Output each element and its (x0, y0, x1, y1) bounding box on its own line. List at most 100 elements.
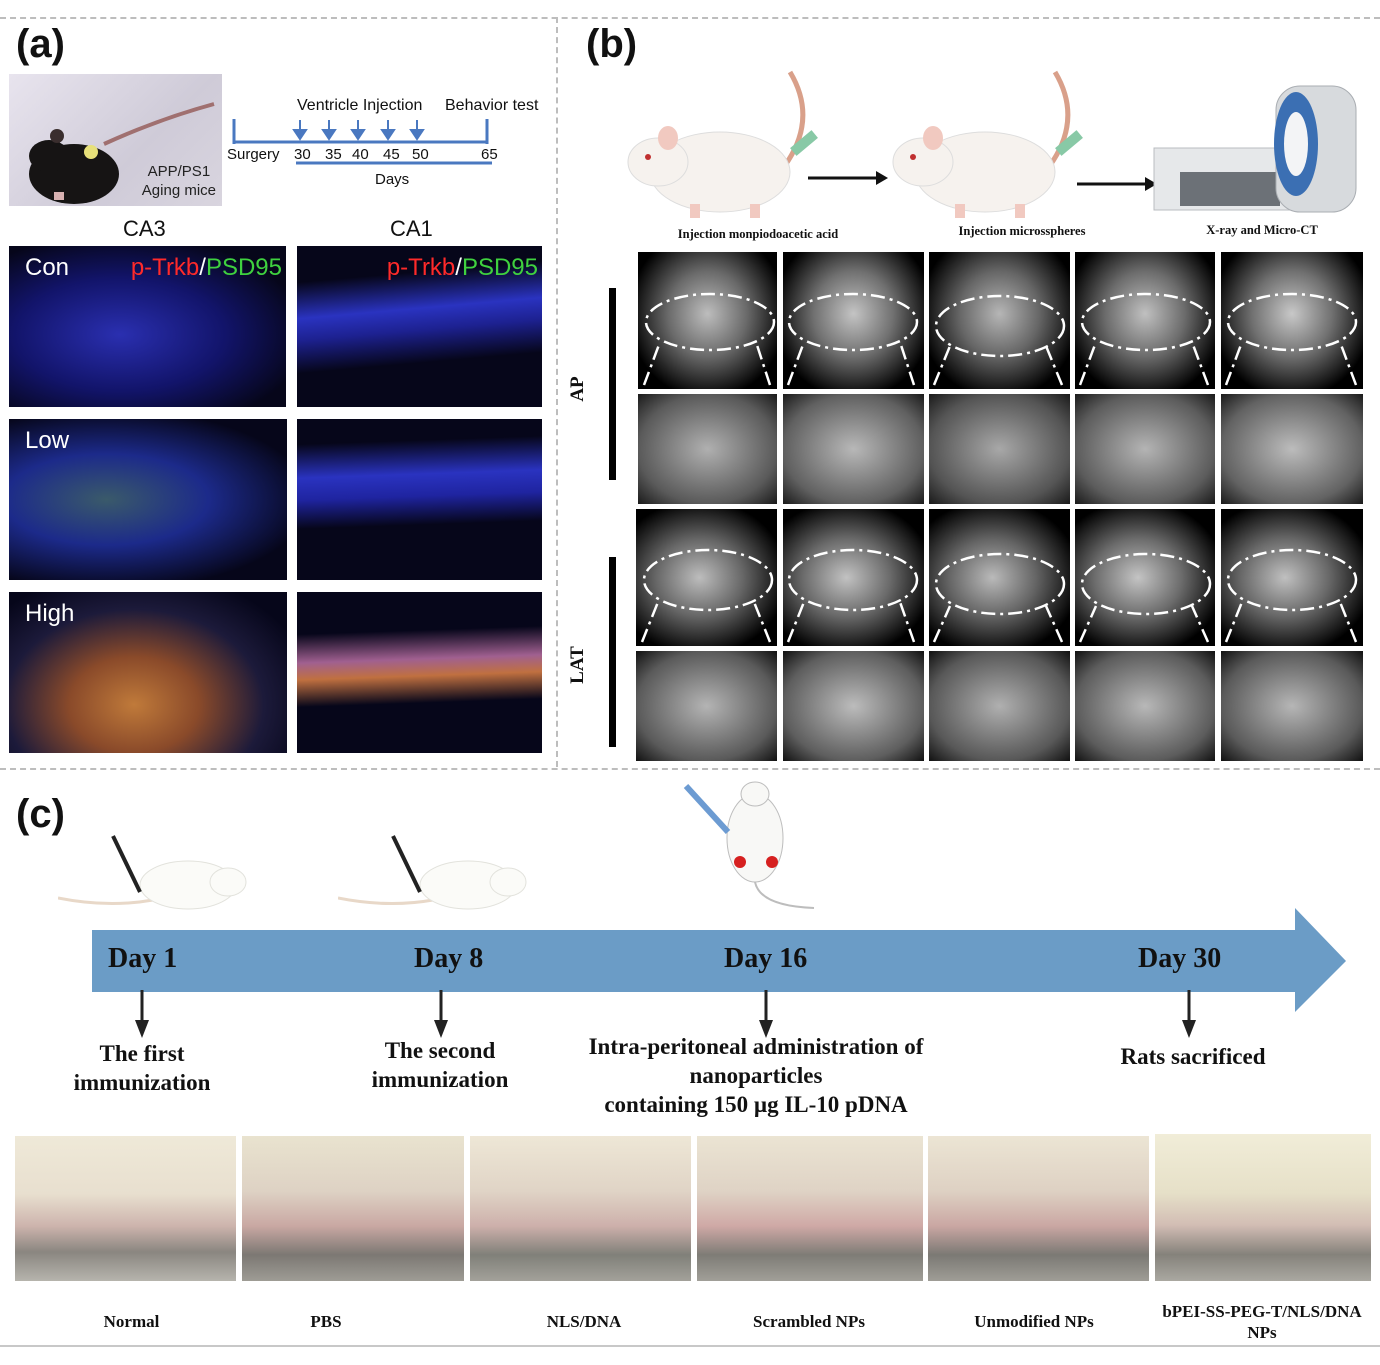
mouse-label-line2: Aging mice (141, 182, 216, 199)
down-arrow-2 (434, 990, 448, 1038)
ct-scanner-icon (1153, 85, 1357, 213)
group-label-normal: Normal (103, 1312, 160, 1331)
event-3-line-1: Intra-peritoneal administration of (588, 1034, 924, 1059)
panel-a-letter: (a) (16, 22, 65, 66)
group-label-scrambled-nps: Scrambled NPs (753, 1312, 865, 1331)
bottom-border (0, 1345, 1380, 1347)
xray-lat-zoom-2 (783, 651, 924, 761)
surgery-label: Surgery (227, 146, 280, 163)
xray-lat-3 (929, 509, 1070, 646)
micrograph-ca3-con: Con p-Trkb/PSD95 (9, 246, 286, 407)
xray-ap-zoom-1 (638, 394, 777, 504)
event-3-line-2: nanoparticles (689, 1063, 823, 1088)
timeline-arrow (92, 908, 1346, 1012)
xray-ap-zoom-3 (929, 394, 1070, 504)
stain-green: PSD95 (205, 254, 282, 281)
xray-lat-zoom-4 (1075, 651, 1215, 761)
stain-red: p-Trkb (386, 254, 456, 281)
column-ca1: CA1 (390, 216, 433, 241)
rat-immunization-1-icon (58, 835, 247, 910)
event-first-immunization: The first immunization (50, 1039, 234, 1097)
xray-ap-3 (929, 252, 1070, 389)
day-8-label: Day 8 (414, 943, 484, 974)
horizontal-divider (0, 768, 1380, 770)
down-arrow-3 (759, 990, 773, 1038)
tick-40: 40 (352, 146, 369, 163)
row-label-lat: LAT (567, 646, 588, 684)
paw-photo-nls-dna (470, 1136, 691, 1281)
vertical-divider (556, 17, 558, 767)
xray-ap-2 (783, 252, 924, 389)
stain-sep: / (199, 254, 206, 281)
lat-bar (609, 557, 616, 747)
injection-label: Ventricle Injection (297, 97, 423, 114)
stain-sep: / (455, 254, 462, 281)
step-arrow-2 (1077, 177, 1157, 191)
tick-65: 65 (481, 146, 498, 163)
stain-label: p-Trkb/PSD95 (387, 254, 538, 282)
event-second-immunization: The second immunization (348, 1036, 532, 1094)
paw-photo-scrambled-nps (697, 1136, 923, 1281)
xray-lat-zoom-1 (636, 651, 777, 761)
event-1-line-1: The first (99, 1041, 185, 1066)
rat-icon-2 (892, 70, 1083, 218)
paw-photo-unmodified-nps (928, 1136, 1149, 1281)
paw-photo-pbs (242, 1136, 464, 1281)
group-label-unmodified-nps: Unmodified NPs (974, 1312, 1094, 1331)
micrograph-ca1-low (297, 419, 542, 580)
tick-35: 35 (325, 146, 342, 163)
injection-timeline: Ventricle Injection Behavior test Surger… (226, 92, 546, 202)
xray-ap-1 (638, 252, 777, 389)
xray-ap-zoom-4 (1075, 394, 1215, 504)
event-3-line-3: containing 150 µg IL-10 pDNA (604, 1092, 908, 1117)
stain-label: p-Trkb/PSD95 (131, 254, 282, 282)
paw-photo-bpei-nps (1155, 1134, 1371, 1281)
xray-lat-zoom-5 (1221, 651, 1363, 761)
step-label-1: Injection monpiodoacetic acid (677, 227, 839, 241)
xray-ap-zoom-2 (783, 394, 924, 504)
ap-bar (609, 288, 616, 480)
micrograph-ca3-low: Low (9, 419, 287, 580)
mouse-label: APP/PS1 Aging mice (142, 162, 216, 200)
group-label-nls-dna: NLS/DNA (546, 1312, 622, 1331)
xray-ap-5 (1221, 252, 1363, 389)
panel-c-letter: (c) (16, 792, 65, 836)
panel-b-letter: (b) (586, 22, 638, 66)
mouse-illustration (29, 102, 215, 204)
tick-45: 45 (383, 146, 400, 163)
row-label-low: Low (25, 427, 70, 454)
event-2-line-1: The second (384, 1038, 496, 1063)
tick-50: 50 (412, 146, 429, 163)
event-ip-administration: Intra-peritoneal administration of nanop… (560, 1032, 952, 1119)
day-1-label: Day 1 (108, 943, 178, 974)
event-2-line-2: immunization (371, 1067, 509, 1092)
stain-green: PSD95 (461, 254, 538, 281)
micrograph-ca1-high (297, 592, 542, 753)
event-rats-sacrificed: Rats sacrificed (1100, 1042, 1286, 1071)
xray-ap-zoom-5 (1221, 394, 1363, 504)
xray-lat-2 (783, 509, 924, 646)
xray-lat-1 (636, 509, 777, 646)
event-4-line-1: Rats sacrificed (1120, 1044, 1266, 1069)
day-30-label: Day 30 (1138, 943, 1222, 974)
timeline-axis (232, 119, 492, 165)
row-label-ap: AP (567, 376, 588, 402)
days-label: Days (375, 171, 410, 188)
day-16-label: Day 16 (724, 943, 808, 974)
xray-lat-5 (1221, 509, 1363, 646)
rat-injection-icon (683, 781, 815, 909)
step-label-2: Injection microsspheres (958, 224, 1086, 238)
column-ca3: CA3 (123, 216, 166, 241)
group-label-bpei-nps: bPEI-SS-PEG-T/NLS/DNA NPs (1162, 1302, 1362, 1342)
micrograph-ca3-high: High (9, 592, 287, 753)
event-1-line-2: immunization (73, 1070, 211, 1095)
xray-ap-4 (1075, 252, 1215, 389)
down-arrow-1 (135, 990, 149, 1038)
rat-immunization-2-icon (338, 835, 527, 910)
mouse-label-line1: APP/PS1 (147, 163, 211, 180)
step-arrow-1 (808, 171, 888, 185)
micrograph-ca1-con: p-Trkb/PSD95 (297, 246, 542, 407)
xray-roi-overlay (640, 292, 1358, 643)
xray-lat-4 (1075, 509, 1215, 646)
step-label-3: X-ray and Micro-CT (1206, 223, 1318, 237)
